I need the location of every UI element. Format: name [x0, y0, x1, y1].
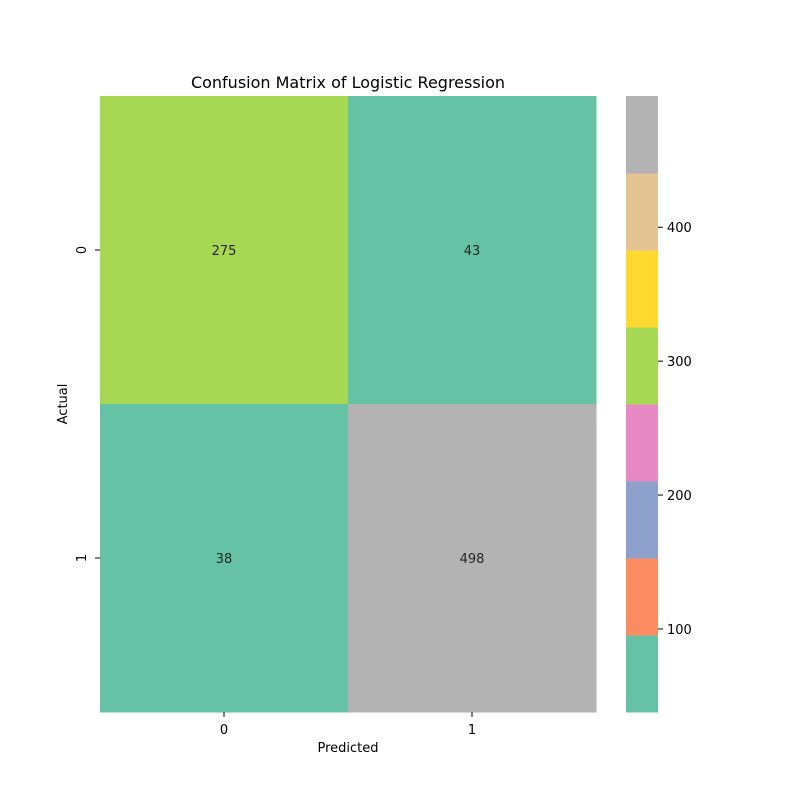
- x-tick-label: 1: [468, 723, 476, 738]
- heatmap-cell-r1-c1: [348, 404, 597, 713]
- heatmap-cell-r0-c0: [100, 96, 349, 405]
- colorbar-segment: [626, 327, 658, 405]
- y-tick-label: 0: [75, 246, 90, 254]
- colorbar-tick-label: 100: [667, 623, 692, 638]
- colorbar-ticks: 100 200 300 400: [658, 221, 692, 638]
- heatmap-cell-r1-c0: [100, 404, 349, 713]
- heatmap-cell-labels: 275 43 38 498: [212, 244, 485, 567]
- cell-value-r1-c1: 498: [460, 552, 485, 567]
- x-tick-label: 0: [220, 723, 228, 738]
- cell-value-r0-c0: 275: [212, 244, 237, 259]
- colorbar: [626, 96, 658, 713]
- colorbar-segment: [626, 96, 658, 174]
- colorbar-segment: [626, 173, 658, 251]
- cell-value-r0-c1: 43: [464, 244, 481, 259]
- colorbar-tick-label: 300: [667, 355, 692, 370]
- heatmap-cell-r0-c1: [348, 96, 597, 405]
- x-axis-label: Predicted: [317, 741, 378, 756]
- y-axis-label: Actual: [56, 384, 71, 425]
- colorbar-tick-label: 200: [667, 489, 692, 504]
- y-axis-ticks: 01: [75, 246, 100, 562]
- colorbar-segment: [626, 635, 658, 713]
- heatmap-cells: [100, 96, 597, 713]
- colorbar-segment: [626, 558, 658, 636]
- y-tick-label: 1: [75, 554, 90, 562]
- colorbar-segment: [626, 481, 658, 559]
- colorbar-segment: [626, 250, 658, 328]
- chart-title: Confusion Matrix of Logistic Regression: [191, 73, 505, 92]
- cell-value-r1-c0: 38: [216, 552, 233, 567]
- colorbar-tick-label: 400: [667, 221, 692, 236]
- colorbar-segment: [626, 404, 658, 482]
